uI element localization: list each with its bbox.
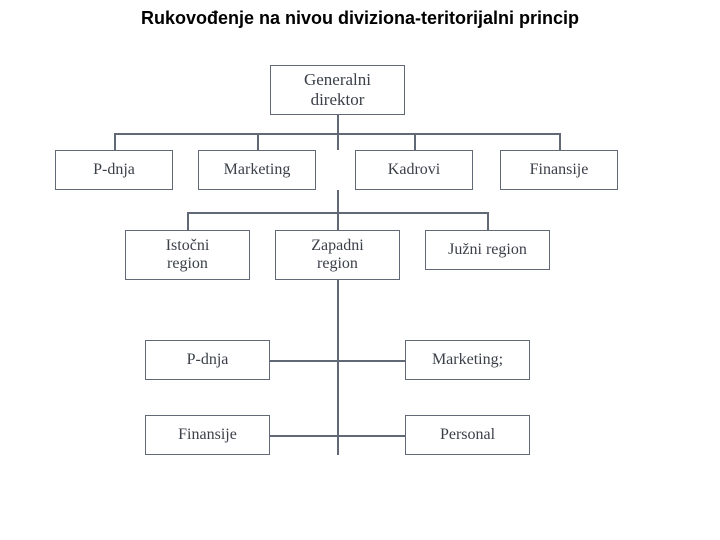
connector (337, 133, 339, 150)
node-generalni-direktor: Generalni direktor (270, 65, 405, 115)
connector (337, 212, 339, 230)
node-zapadni-region: Zapadni region (275, 230, 400, 280)
connector (270, 360, 337, 362)
node-pdnja-1: P-dnja (55, 150, 173, 190)
connector (414, 133, 416, 150)
connector (187, 212, 189, 230)
node-juzni-region: Južni region (425, 230, 550, 270)
connector (337, 115, 339, 133)
connector (257, 133, 259, 150)
connector (337, 280, 339, 455)
connector (114, 133, 116, 150)
node-marketing-1: Marketing (198, 150, 316, 190)
connector (337, 360, 405, 362)
connector (559, 133, 561, 150)
node-personal: Personal (405, 415, 530, 455)
node-finansije-1: Finansije (500, 150, 618, 190)
diagram-title: Rukovođenje na nivou diviziona-teritorij… (0, 8, 720, 29)
node-pdnja-2: P-dnja (145, 340, 270, 380)
node-finansije-2: Finansije (145, 415, 270, 455)
node-kadrovi: Kadrovi (355, 150, 473, 190)
connector (487, 212, 489, 230)
connector (337, 435, 405, 437)
node-marketing-2: Marketing; (405, 340, 530, 380)
node-istocni-region: Istočni region (125, 230, 250, 280)
connector (337, 190, 339, 212)
connector (270, 435, 337, 437)
